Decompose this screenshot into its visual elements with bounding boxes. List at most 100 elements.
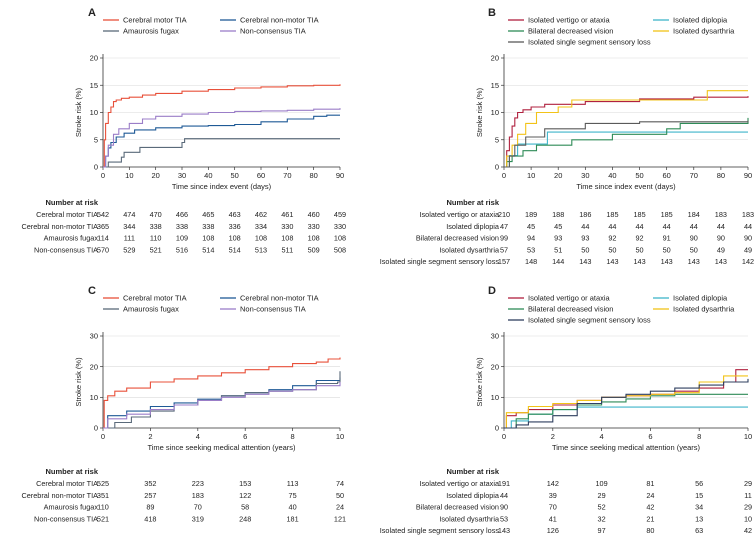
risk-row-label: Cerebral motor TIA (36, 210, 98, 219)
risk-value: 511 (282, 245, 294, 254)
risk-value: 344 (123, 222, 135, 231)
risk-value: 144 (552, 257, 564, 266)
series-line-cerebral-motor-tia (103, 84, 341, 168)
legend-item: Isolated diplopia (653, 294, 728, 303)
series-group (103, 84, 341, 168)
risk-value: 50 (635, 245, 643, 254)
risk-table-title: Number at risk (446, 198, 499, 207)
risk-value: 44 (608, 222, 616, 231)
y-axis: 0 10 20 30 Stroke risk (%) (74, 332, 340, 433)
risk-value: 330 (281, 222, 293, 231)
y-tick-label: 15 (90, 81, 98, 90)
y-tick-label: 20 (491, 54, 499, 63)
x-tick-label: 80 (309, 171, 317, 180)
risk-value: 143 (579, 257, 591, 266)
risk-value: 210 (498, 210, 510, 219)
risk-value: 29 (744, 479, 752, 488)
risk-value: 143 (688, 257, 700, 266)
risk-table-title: Number at risk (45, 198, 98, 207)
risk-value: 114 (97, 234, 109, 243)
x-tick-label: 8 (697, 432, 701, 441)
risk-value: 181 (287, 514, 299, 523)
risk-table-row: Isolated dysarthria 57 53 51 50 50 50 50 50 49 49 (439, 245, 752, 254)
x-tick-label: 4 (600, 432, 604, 441)
risk-value: 108 (255, 234, 267, 243)
risk-table-title: Number at risk (446, 467, 499, 476)
x-tick-label: 6 (648, 432, 652, 441)
risk-value: 24 (646, 491, 654, 500)
x-axis-label: Time since index event (days) (172, 182, 272, 191)
legend-item: Isolated diplopia (653, 16, 728, 25)
risk-value: 29 (744, 503, 752, 512)
x-tick-label: 50 (635, 171, 643, 180)
panel-letter: D (488, 285, 496, 297)
risk-value: 40 (289, 503, 297, 512)
x-tick-label: 8 (291, 432, 295, 441)
risk-value: 521 (150, 245, 162, 254)
panel-d: D Isolated vertigo or ataxia Isolated dipl… (380, 285, 752, 535)
series-line-cerebral-motor-tia (103, 357, 341, 429)
x-tick-label: 0 (502, 432, 506, 441)
risk-value: 93 (581, 234, 589, 243)
x-tick-label: 6 (243, 432, 247, 441)
risk-value: 183 (192, 491, 204, 500)
y-axis: 0 5 10 15 20 Stroke risk (%) (475, 54, 748, 172)
risk-value: 90 (717, 234, 725, 243)
legend-item: Isolated vertigo or ataxia (508, 16, 611, 25)
risk-value: 148 (525, 257, 537, 266)
risk-value: 184 (688, 210, 700, 219)
risk-value: 143 (633, 257, 645, 266)
y-tick-label: 5 (94, 135, 98, 144)
legend-label: Cerebral non-motor TIA (240, 294, 319, 303)
risk-value: 39 (549, 491, 557, 500)
risk-value: 338 (176, 222, 188, 231)
y-axis-label: Stroke risk (%) (74, 87, 83, 137)
risk-value: 542 (97, 210, 109, 219)
risk-value: 53 (527, 245, 535, 254)
risk-value: 90 (744, 234, 752, 243)
risk-value: 153 (239, 479, 251, 488)
risk-value: 570 (97, 245, 109, 254)
risk-value: 461 (281, 210, 293, 219)
risk-value: 91 (663, 234, 671, 243)
risk-row-label: Bilateral decreased vision (416, 503, 499, 512)
legend-label: Isolated diplopia (673, 294, 728, 303)
risk-value: 90 (690, 234, 698, 243)
legend-item: Isolated single segment sensory loss (508, 316, 651, 325)
x-tick-label: 90 (744, 171, 752, 180)
y-axis-label: Stroke risk (%) (475, 357, 484, 407)
risk-value: 143 (606, 257, 618, 266)
legend-label: Bilateral decreased vision (528, 27, 613, 36)
risk-value: 50 (581, 245, 589, 254)
risk-value: 514 (229, 245, 241, 254)
risk-row-label: Isolated dysarthria (439, 514, 500, 523)
y-tick-label: 15 (491, 81, 499, 90)
risk-value: 460 (308, 210, 320, 219)
risk-value: 70 (549, 503, 557, 512)
panel-letter: B (488, 7, 496, 19)
risk-row-label: Isolated diplopia (446, 491, 500, 500)
x-tick-label: 30 (581, 171, 589, 180)
x-axis: 0 2 4 6 8 10 Time since seeking medical attent… (101, 332, 344, 452)
legend-label: Isolated vertigo or ataxia (528, 294, 611, 303)
legend: Isolated vertigo or ataxia Isolated diplo… (508, 294, 735, 325)
legend-item: Amaurosis fugax (103, 305, 179, 314)
risk-value: 459 (334, 210, 346, 219)
risk-value: 13 (695, 514, 703, 523)
risk-value: 42 (646, 503, 654, 512)
legend-label: Isolated single segment sensory loss (528, 38, 651, 47)
risk-value: 50 (690, 245, 698, 254)
risk-value: 338 (202, 222, 214, 231)
series-line-cerebral-non-motor-tia (103, 114, 340, 168)
risk-value: 108 (281, 234, 293, 243)
x-tick-label: 0 (101, 432, 105, 441)
risk-value: 223 (192, 479, 204, 488)
x-tick-label: 0 (502, 171, 506, 180)
risk-row-label: Non-consensus TIA (34, 514, 98, 523)
risk-value: 53 (500, 514, 508, 523)
risk-value: 45 (554, 222, 562, 231)
risk-value: 470 (150, 210, 162, 219)
